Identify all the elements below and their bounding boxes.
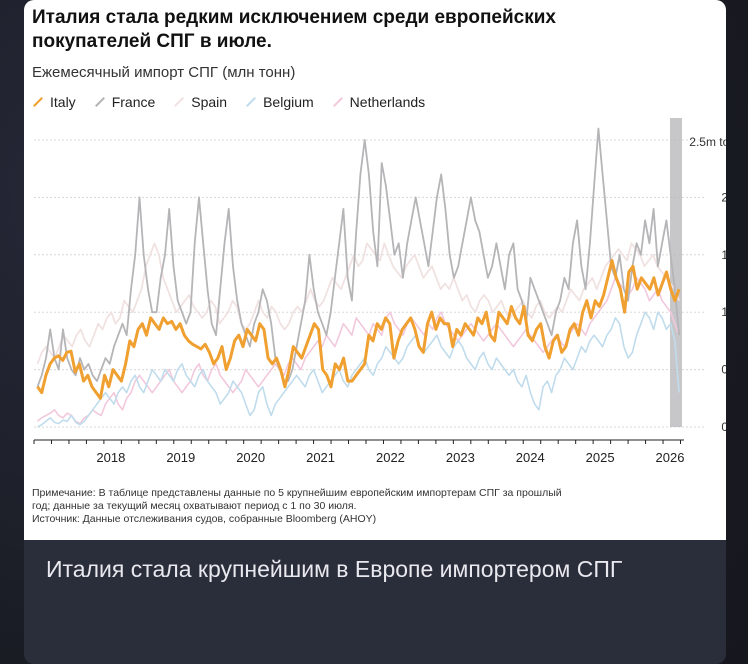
y-tick-label: 1.5 — [721, 248, 726, 262]
y-tick-label: 2.0 — [721, 190, 726, 204]
legend-label: Belgium — [263, 94, 314, 110]
y-unit-label: 2.5m tons — [689, 135, 726, 149]
legend-item-france: France — [94, 92, 156, 112]
chart-title: Италия стала редким исключением среди ев… — [32, 7, 556, 52]
series-line-netherlands — [36, 276, 680, 425]
message-caption: Италия стала крупнейшим в Европе импорте… — [46, 556, 623, 582]
series-line-france — [36, 127, 680, 388]
legend-item-belgium: Belgium — [245, 92, 314, 112]
legend-label: Spain — [191, 94, 228, 110]
x-tick-label: 2018 — [96, 450, 125, 465]
x-tick-label: 2021 — [306, 450, 335, 465]
y-tick-label: 0.5 — [721, 363, 726, 377]
chart-image[interactable]: Италия стала редким исключением среди ев… — [24, 0, 726, 540]
x-tick-label: 2020 — [236, 450, 265, 465]
x-tick-label: 2025 — [586, 450, 615, 465]
chart-legend: Italy France Spain Belgium Netherlands — [32, 92, 425, 112]
legend-item-italy: Italy — [32, 92, 76, 112]
series-line-spain — [36, 242, 680, 365]
note-line-2: год; данные за текущий месяц охватывают … — [32, 500, 357, 512]
series-line-belgium — [37, 311, 680, 428]
x-tick-label: 2019 — [166, 450, 195, 465]
legend-label: France — [111, 94, 156, 110]
series-line-italy — [36, 259, 681, 400]
message-card: Италия стала редким исключением среди ев… — [24, 0, 726, 664]
y-tick-label: 1.0 — [721, 305, 726, 319]
legend-item-netherlands: Netherlands — [332, 92, 426, 112]
current-month-band — [670, 118, 682, 427]
note-line-1: Примечание: В таблице представлены данны… — [32, 487, 562, 499]
legend-label: Netherlands — [349, 94, 426, 110]
chart-source: Источник: Данные отслеживания судов, соб… — [32, 513, 377, 525]
chart-plot: 0.0 0.5 1.0 1.5 2.0 2.5m tons 2018 2019 2020 2021… — [33, 118, 726, 465]
x-tick-label: 2022 — [376, 450, 405, 465]
legend-item-spain: Spain — [173, 92, 227, 112]
y-tick-label: 0.0 — [721, 420, 726, 434]
chart-subtitle: Ежемесячный импорт СПГ (млн тонн) — [32, 64, 296, 81]
x-tick-label: 2024 — [516, 450, 545, 465]
x-tick-label: 2023 — [446, 450, 475, 465]
x-tick-label: 2026 — [656, 450, 685, 465]
legend-label: Italy — [50, 94, 76, 110]
chart-note: Примечание: В таблице представлены данны… — [32, 487, 722, 526]
